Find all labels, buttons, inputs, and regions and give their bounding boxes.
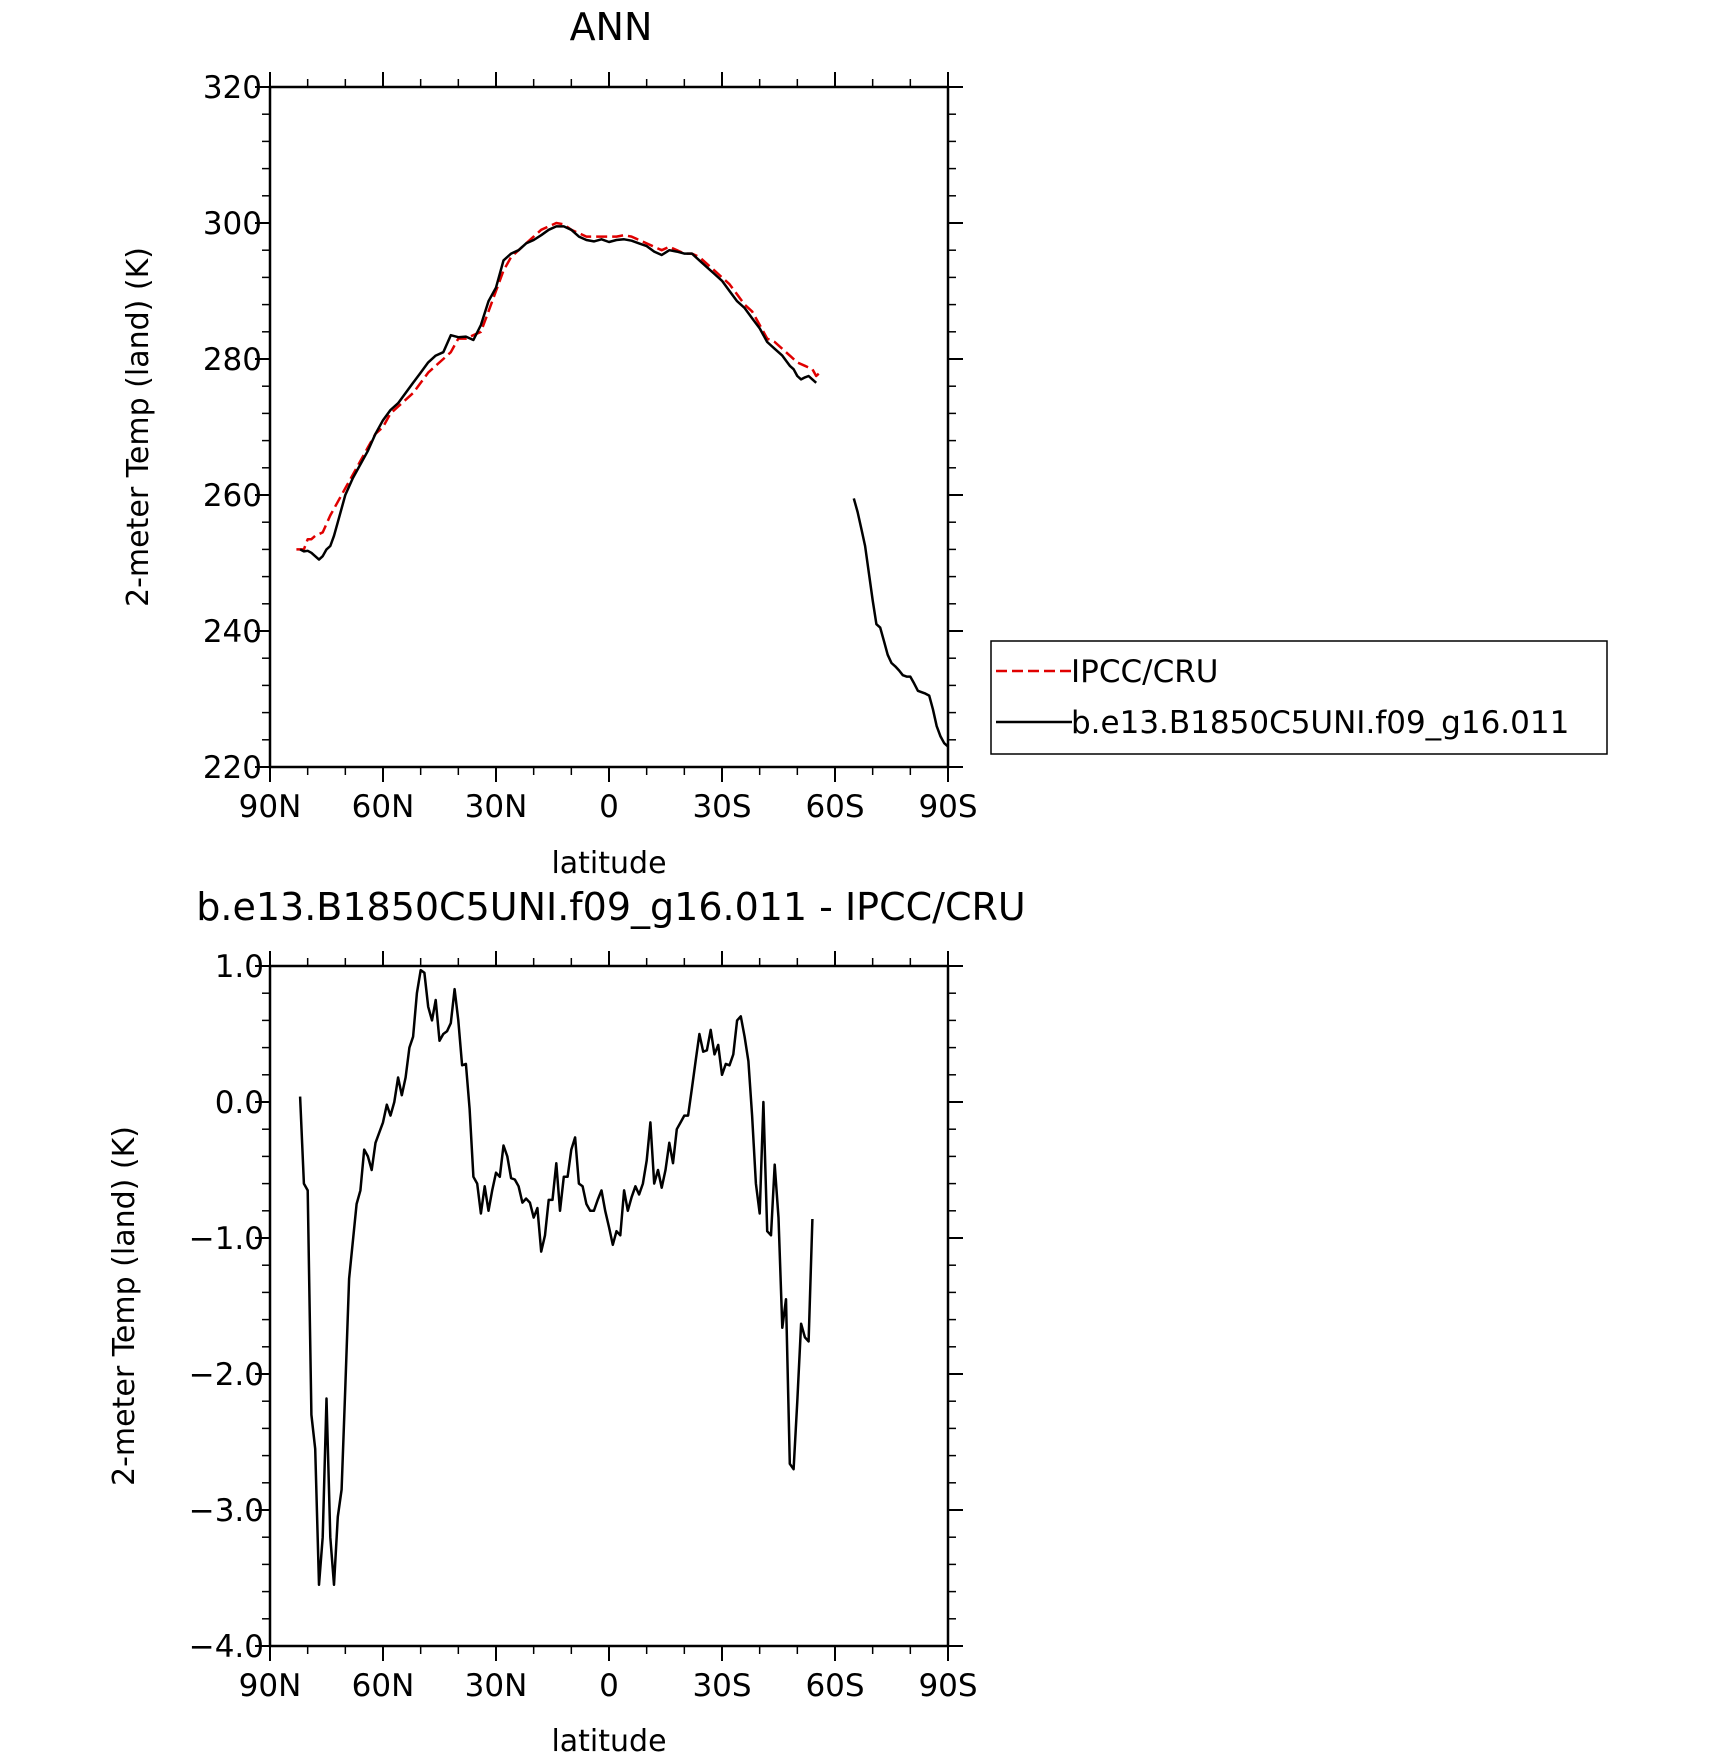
y-tick-label: 320 <box>203 70 262 106</box>
x-tick-label: 30N <box>465 1668 528 1704</box>
x-tick-labels: 90N 60N 30N 0 30S 60S 90S <box>239 789 978 825</box>
series-line-model <box>298 968 814 1587</box>
x-tick-labels: 90N 60N 30N 0 30S 60S 90S <box>239 1668 978 1704</box>
y-axis-label: 2-meter Temp (land) (K) <box>121 247 156 607</box>
x-axis-label: latitude <box>551 846 666 881</box>
chart-title: b.e13.B1850C5UNI.f09_g16.011 - IPCC/CRU <box>196 885 1025 929</box>
y-tick-label: −2.0 <box>189 1357 264 1393</box>
y-axis-label: 2-meter Temp (land) (K) <box>107 1126 142 1486</box>
panel-ann: ANN 90N 60N 30N 0 30S 60S 90S 220 240 260 280 300 3… <box>121 5 1608 881</box>
x-tick-label: 60S <box>805 1668 864 1704</box>
y-tick-labels: 220 240 260 280 300 320 <box>203 70 262 786</box>
x-tick-label: 90N <box>239 1668 302 1704</box>
x-tick-label: 60N <box>352 1668 415 1704</box>
x-tick-label: 90N <box>239 789 302 825</box>
plot-frame <box>268 85 950 769</box>
x-axis-label: latitude <box>551 1724 666 1756</box>
x-tick-label: 0 <box>599 789 619 825</box>
y-tick-label: −4.0 <box>189 1629 264 1665</box>
series-lines <box>298 968 814 1587</box>
legend-label-ipcc-cru: IPCC/CRU <box>1071 654 1218 690</box>
x-tick-label: 30S <box>692 789 751 825</box>
y-tick-label: 300 <box>203 206 262 242</box>
y-tick-label: 280 <box>203 342 262 378</box>
legend-label-model: b.e13.B1850C5UNI.f09_g16.011 <box>1071 705 1569 741</box>
x-tick-label: 30S <box>692 1668 751 1704</box>
plot-frame <box>268 964 950 1648</box>
x-tick-label: 60S <box>805 789 864 825</box>
series-line-model <box>852 498 949 748</box>
y-tick-label: 220 <box>203 750 262 786</box>
x-tick-label: 30N <box>465 789 528 825</box>
y-tick-label: −1.0 <box>189 1221 264 1257</box>
series-lines <box>296 221 949 748</box>
y-tick-label: 260 <box>203 478 262 514</box>
legend: IPCC/CRU b.e13.B1850C5UNI.f09_g16.011 <box>990 640 1608 755</box>
y-tick-label: 240 <box>203 614 262 650</box>
legend-box <box>990 640 1608 755</box>
y-tick-label: 1.0 <box>215 949 264 985</box>
series-line-ipcc-cru <box>296 221 821 551</box>
x-tick-label: 60N <box>352 789 415 825</box>
panel-difference: b.e13.B1850C5UNI.f09_g16.011 - IPCC/CRU … <box>107 885 1026 1759</box>
y-tick-label: −3.0 <box>189 1493 264 1529</box>
y-tick-labels: −4.0 −3.0 −2.0 −1.0 0.0 1.0 <box>189 949 264 1665</box>
axes-ticks <box>255 72 963 782</box>
x-tick-label: 0 <box>599 1668 619 1704</box>
x-tick-label: 90S <box>918 789 977 825</box>
series-line-model <box>299 225 818 561</box>
axes-ticks <box>255 951 963 1661</box>
chart-title: ANN <box>570 5 653 49</box>
y-tick-label: 0.0 <box>215 1085 264 1121</box>
x-tick-label: 90S <box>918 1668 977 1704</box>
